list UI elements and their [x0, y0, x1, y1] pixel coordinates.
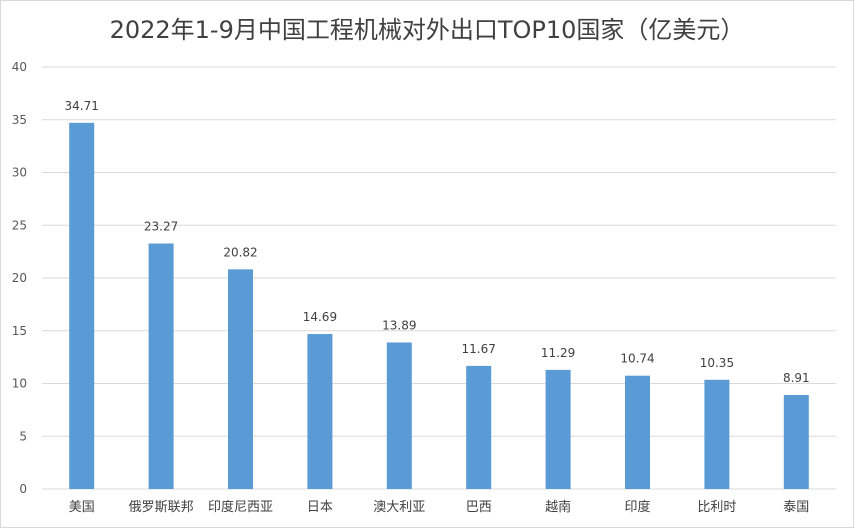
bar [625, 375, 650, 489]
bar [386, 342, 412, 489]
x-category-label: 俄罗斯联邦 [129, 500, 194, 515]
y-tick-label: 40 [12, 60, 27, 74]
y-tick-label: 35 [12, 113, 27, 127]
y-tick-label: 30 [12, 166, 27, 180]
bar [783, 394, 809, 489]
x-category-label: 比利时 [697, 500, 736, 515]
bar [545, 369, 571, 489]
gridlines [42, 66, 836, 490]
x-category-label: 越南 [545, 499, 571, 515]
bar [307, 334, 333, 489]
bar [704, 379, 730, 489]
data-label: 10.35 [700, 356, 734, 370]
y-tick-label: 20 [12, 271, 27, 285]
data-labels: 34.71 23.27 20.82 14.69 13.89 11.67 11.29 10.74… [65, 99, 810, 385]
x-category-label: 巴西 [466, 500, 492, 515]
data-label: 8.91 [783, 371, 810, 385]
data-label: 23.27 [144, 220, 178, 234]
chart-title: 2022年1-9月中国工程机械对外出口TOP10国家（亿美元） [109, 16, 745, 44]
y-tick-label: 10 [12, 377, 27, 391]
data-label: 20.82 [223, 245, 257, 259]
bar [69, 122, 95, 489]
data-label: 13.89 [382, 318, 416, 332]
y-axis-ticks: 0 5 10 15 20 25 30 35 40 [12, 60, 27, 496]
x-axis-categories: 美国 俄罗斯联邦 印度尼西亚 日本 澳大利亚 巴西 越南 印度 比利时 泰国 [69, 499, 810, 515]
y-tick-label: 25 [12, 218, 27, 232]
y-tick-label: 15 [12, 324, 27, 338]
data-label: 11.67 [462, 342, 496, 356]
x-category-label: 澳大利亚 [373, 499, 425, 515]
data-label: 34.71 [65, 99, 99, 113]
x-category-label: 印度尼西亚 [208, 499, 273, 515]
x-category-label: 印度 [624, 499, 650, 515]
data-label: 10.74 [620, 352, 654, 366]
y-tick-label: 5 [19, 429, 27, 443]
x-category-label: 美国 [69, 500, 95, 515]
x-category-label: 泰国 [783, 500, 809, 515]
data-label: 11.29 [541, 346, 575, 360]
bar [466, 365, 492, 489]
bar [148, 243, 174, 489]
bars [69, 122, 809, 489]
x-category-label: 日本 [307, 500, 333, 515]
bar [228, 269, 253, 489]
data-label: 14.69 [303, 310, 337, 324]
y-tick-label: 0 [19, 482, 27, 496]
